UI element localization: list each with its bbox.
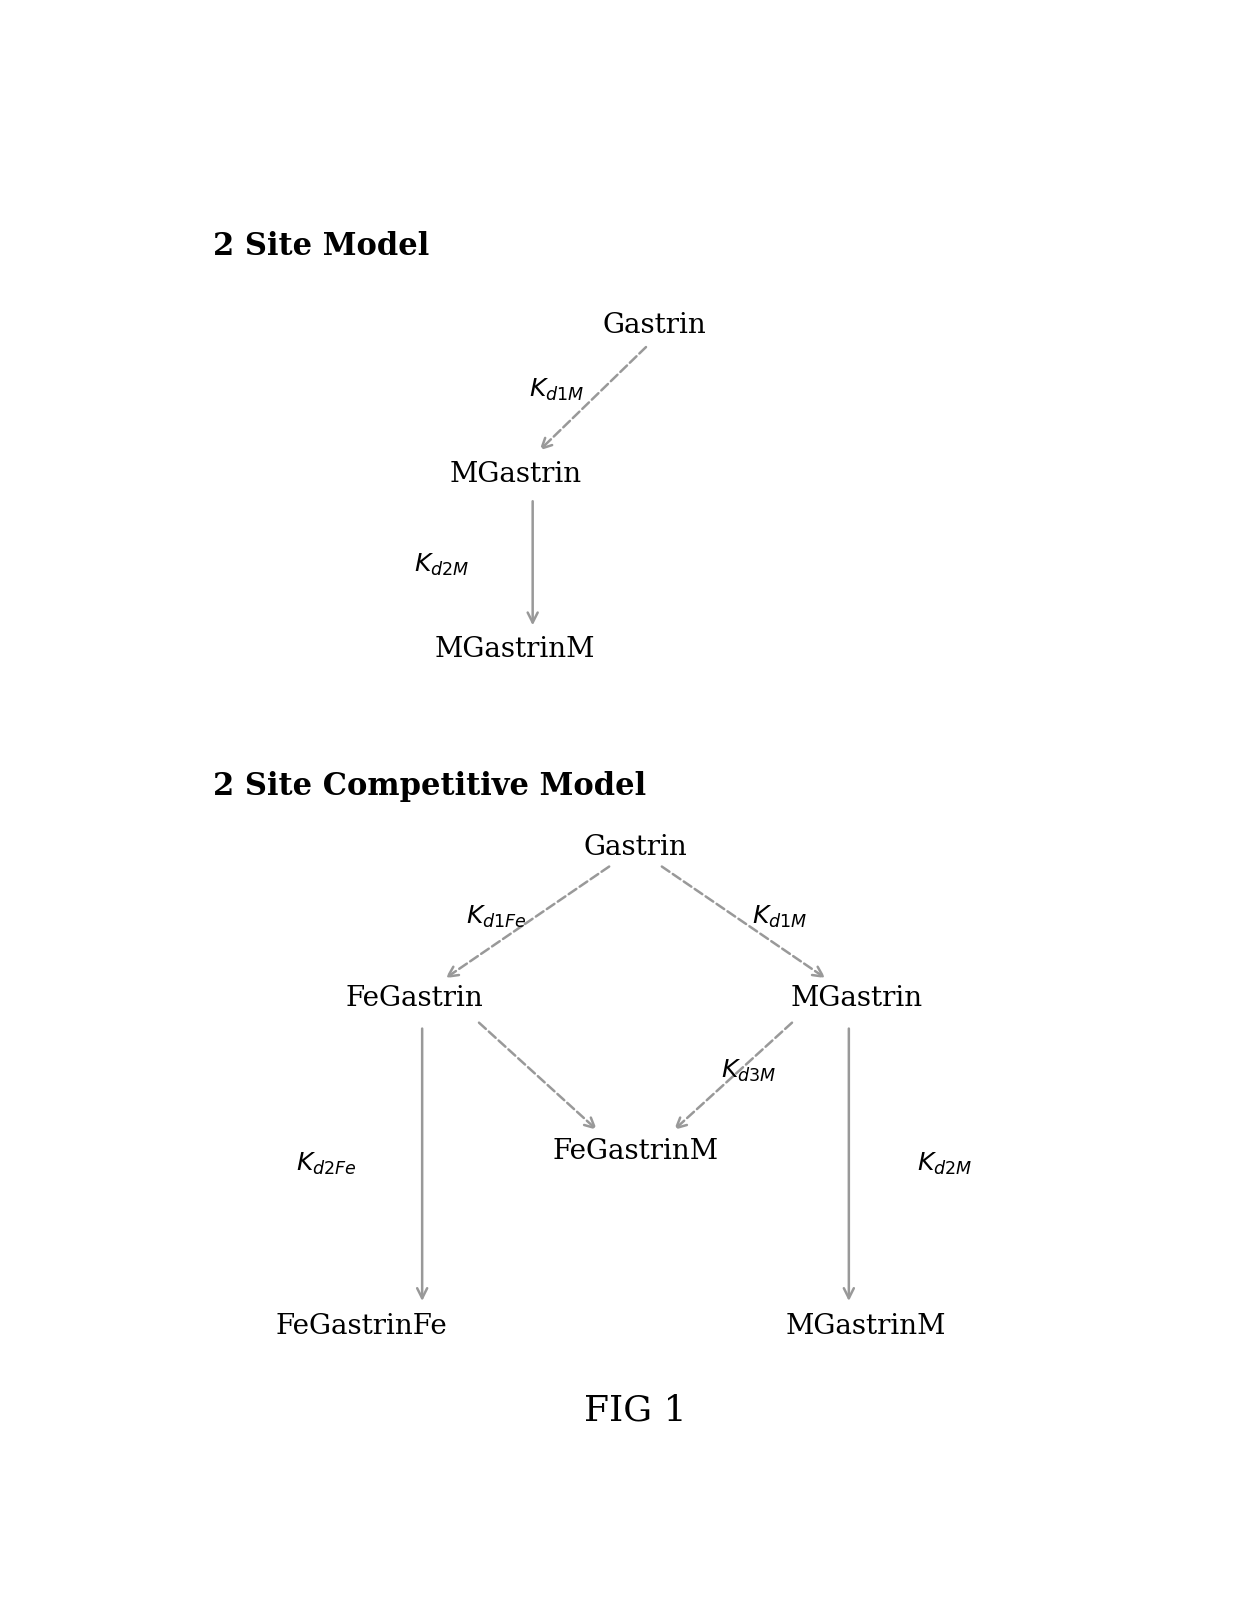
- Text: MGastrin: MGastrin: [790, 984, 923, 1012]
- Text: $K_{\mathit{d2Fe}}$: $K_{\mathit{d2Fe}}$: [295, 1151, 356, 1177]
- Text: MGastrin: MGastrin: [449, 461, 582, 489]
- Text: $K_{\mathit{d2M}}$: $K_{\mathit{d2M}}$: [414, 552, 469, 578]
- Text: FeGastrinFe: FeGastrinFe: [275, 1313, 448, 1339]
- Text: FeGastrin: FeGastrin: [346, 984, 484, 1012]
- Text: FeGastrinM: FeGastrinM: [553, 1138, 718, 1166]
- Text: MGastrinM: MGastrinM: [786, 1313, 946, 1339]
- Text: Gastrin: Gastrin: [603, 312, 707, 338]
- Text: Gastrin: Gastrin: [584, 834, 687, 861]
- Text: $K_{\mathit{d3M}}$: $K_{\mathit{d3M}}$: [722, 1057, 776, 1083]
- Text: $K_{\mathit{d1M}}$: $K_{\mathit{d1M}}$: [529, 377, 584, 403]
- Text: $K_{\mathit{d1Fe}}$: $K_{\mathit{d1Fe}}$: [466, 905, 527, 931]
- Text: FIG 1: FIG 1: [584, 1394, 687, 1428]
- Text: $K_{\mathit{d1M}}$: $K_{\mathit{d1M}}$: [751, 905, 807, 931]
- Text: 2 Site Competitive Model: 2 Site Competitive Model: [213, 771, 646, 801]
- Text: MGastrinM: MGastrinM: [435, 636, 595, 662]
- Text: 2 Site Model: 2 Site Model: [213, 232, 429, 262]
- Text: $K_{\mathit{d2M}}$: $K_{\mathit{d2M}}$: [918, 1151, 972, 1177]
